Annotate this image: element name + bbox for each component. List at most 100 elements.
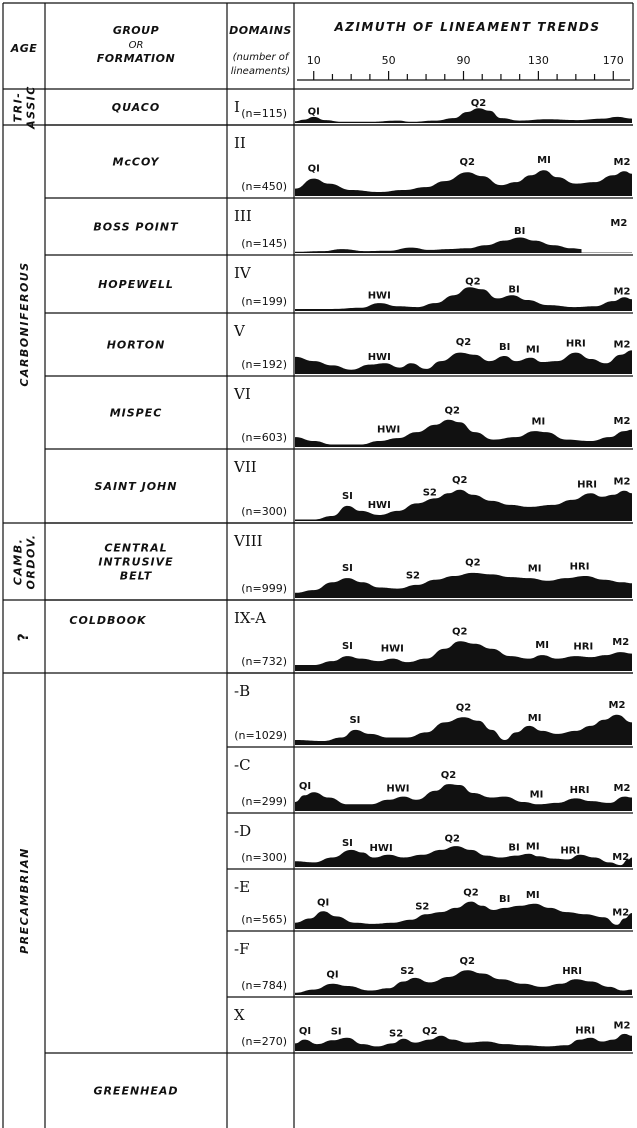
domain-id: IV [234,264,252,282]
peak-label: Q2 [471,98,487,109]
group-header-line: GROUP [113,24,159,37]
peak-label: SI [342,563,353,574]
peak-label: HRI [560,845,580,856]
peak-label: QI [317,897,329,908]
frequency-profile [295,1033,632,1051]
domain-count: (n=732) [241,655,287,668]
domain-count: (n=565) [241,913,287,926]
frequency-profile [295,846,632,867]
tick-label-90: 90 [457,54,471,67]
peak-label: M2 [614,157,631,168]
frequency-profile [295,108,632,123]
peak-label: HRI [575,1025,595,1036]
domain-id: V [233,322,246,340]
frequency-profile [295,237,632,253]
frequency-profile [295,970,632,995]
peak-label: Q2 [460,956,476,967]
peak-label: M2 [612,908,629,919]
age-label: ASSIC [25,85,38,130]
peak-label: HRI [562,966,582,977]
peak-label: MI [528,713,542,724]
peak-label: HRI [570,785,590,796]
domain-id: III [234,207,252,225]
peak-label: QI [326,969,338,980]
peak-label: QI [308,164,320,175]
peak-label: HWI [377,425,400,436]
domain-id: II [234,134,246,152]
peak-label: S2 [400,966,414,977]
frequency-profile [295,572,632,598]
peak-label: M2 [610,218,627,229]
peak-label: MI [535,640,549,651]
domain-id: IX-A [234,609,266,627]
age-column: TRI- ASSIC CARBONIFEROUS CAMB. ORDOV.? PRECAM… [12,85,38,954]
domain-id: -B [234,682,250,700]
domain-count: (n=270) [241,1035,287,1048]
group-label: COLDBOOK [69,614,147,627]
peak-label: M2 [614,476,631,487]
domain-column: I (n=115) II (n=450) III (n=145) IV (n=199) V (n=… [233,98,287,1048]
domain-count: (n=192) [241,358,287,371]
age-label: TRI- [12,92,25,123]
peak-label: M2 [609,700,626,711]
group-label: SAINT JOHN [95,480,178,493]
peak-label: S2 [406,570,420,581]
frequency-profile [295,287,632,311]
peak-label: M2 [614,1021,631,1032]
peak-label: HWI [368,352,391,363]
peak-label: M2 [612,852,629,863]
domains-subheader-line: (number of [233,52,290,63]
peak-label: S2 [423,487,437,498]
frequency-profile [295,489,632,521]
domain-id: VI [233,385,251,403]
frequency-profile [295,419,632,447]
domain-count: (n=300) [241,505,287,518]
group-label: CENTRAL [104,542,167,555]
peak-label: SI [342,838,353,849]
peak-label: HRI [577,480,597,491]
group-header-line: FORMATION [97,52,175,65]
domain-count: (n=199) [241,295,287,308]
peak-label: QI [299,1026,311,1037]
domain-count: (n=603) [241,431,287,444]
profile-column: QI Q2 QI Q2 MI M2 BI M2 HWI Q2 BI M2 HWI Q2 BI MI HRI M2 H… [295,98,632,1051]
frequency-profile [295,350,632,374]
peak-label: MI [532,416,546,427]
domain-id: VII [233,458,257,476]
peak-label: MI [526,890,540,901]
peak-label: HRI [570,561,590,572]
domain-count: (n=299) [241,795,287,808]
group-label: BOSS POINT [93,221,179,234]
peak-label: Q2 [460,157,476,168]
peak-label: Q2 [452,475,468,486]
frequency-profile [295,170,632,196]
age-label: CAMB. [12,538,25,586]
peak-label: Q2 [445,834,461,845]
peak-label: HWI [368,290,391,301]
peak-label: M2 [614,339,631,350]
domain-id: X [234,1006,245,1024]
peak-label: MI [528,564,542,575]
azimuth-axis: 10 50 90 130 170 [297,54,630,81]
domain-count: (n=115) [241,107,287,120]
peak-label: MI [526,344,540,355]
peak-label: BI [508,284,519,295]
peak-label: M2 [614,783,631,794]
age-label: CARBONIFEROUS [18,261,31,386]
peak-label: BI [508,842,519,853]
peak-label: S2 [415,902,429,913]
tick-label-10: 10 [307,54,321,67]
frequency-profile [295,714,632,745]
peak-label: SI [331,1026,342,1037]
domain-count: (n=145) [241,237,287,250]
frequency-profile [295,784,632,811]
domain-count: (n=450) [241,180,287,193]
tick-label-50: 50 [382,54,396,67]
peak-label: SI [342,491,353,502]
domains-subheader-line: lineaments) [231,66,290,77]
domain-count: (n=300) [241,851,287,864]
age-label: ORDOV. [25,534,38,590]
group-label: QUACO [112,101,160,114]
peak-label: HWI [381,644,404,655]
